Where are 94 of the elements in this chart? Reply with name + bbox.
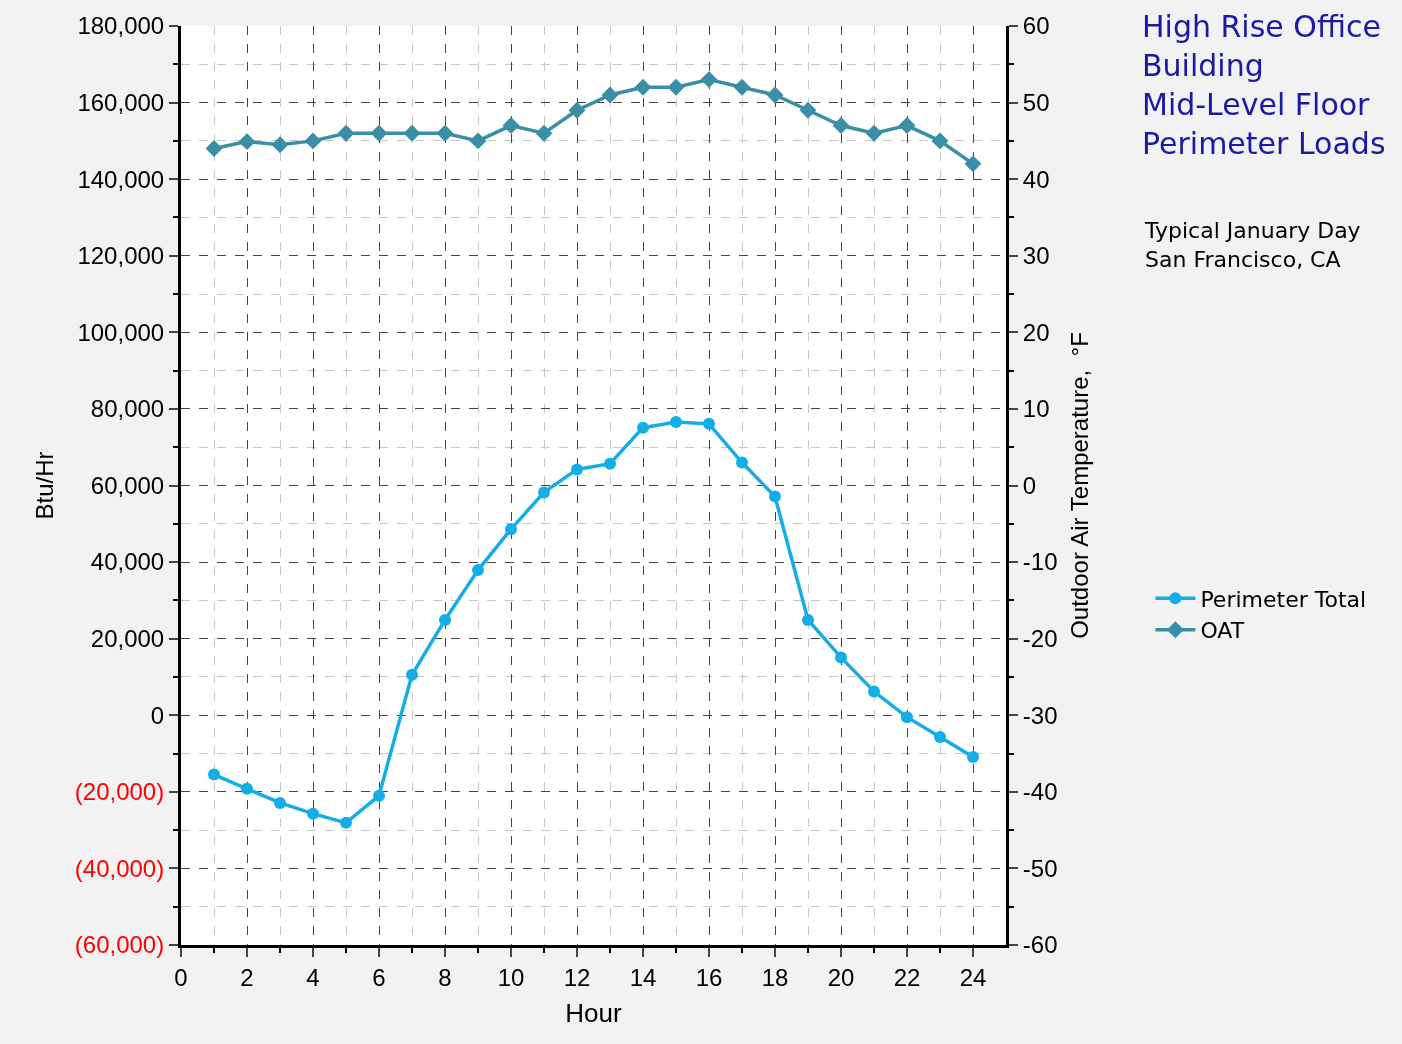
point: [703, 417, 715, 430]
y2-tick-label: 0: [1022, 471, 1037, 499]
point: [241, 782, 253, 795]
point: [274, 796, 286, 809]
point: [835, 651, 847, 664]
point: [670, 415, 682, 428]
x-tick-label: 6: [372, 963, 386, 991]
y2-tick-label: 30: [1022, 242, 1050, 270]
x-tick-label: 4: [306, 963, 320, 991]
point: [766, 86, 784, 104]
x-tick-label: 8: [438, 963, 452, 991]
y2-tick-label: -60: [1022, 931, 1058, 959]
y2-tick-label: 40: [1022, 165, 1050, 193]
y2-tick-label: -40: [1022, 778, 1058, 806]
x-tick-label: 18: [761, 963, 789, 991]
point: [538, 486, 550, 499]
point: [571, 463, 583, 476]
x-tick-label: 0: [174, 963, 188, 991]
y-tick-label: 100,000: [77, 318, 165, 346]
point: [502, 117, 520, 135]
point: [208, 768, 220, 781]
y2-tick-label: -30: [1022, 701, 1058, 729]
y-tick-label: (20,000): [74, 778, 165, 806]
point: [238, 133, 256, 151]
point: [799, 101, 817, 119]
y2-tick-label: -50: [1022, 854, 1058, 882]
point: [634, 78, 652, 96]
y2-tick-label: 20: [1022, 318, 1050, 346]
y-tick-label: 180,000: [77, 12, 165, 40]
y-axis-title: Btu/Hr: [30, 451, 58, 520]
x-tick-label: 24: [959, 963, 987, 991]
point: [934, 731, 946, 744]
x-tick-label: 10: [497, 963, 525, 991]
point: [667, 78, 685, 96]
point: [736, 456, 748, 469]
point: [637, 421, 649, 434]
point: [964, 155, 982, 173]
point: [604, 457, 616, 470]
text: Typical January Day San Francisco, CA: [1144, 218, 1361, 272]
point: [967, 750, 979, 763]
point: [472, 564, 484, 577]
point: [865, 124, 883, 142]
point: [601, 86, 619, 104]
point: [205, 140, 223, 157]
y-tick-label: 80,000: [90, 395, 165, 423]
x-tick-label: 20: [827, 963, 855, 991]
point: [406, 668, 418, 681]
y2-tick-label: 60: [1022, 12, 1050, 40]
y2-tick-label: -20: [1022, 625, 1058, 653]
point: [505, 523, 517, 536]
point: [733, 78, 751, 96]
point: [340, 816, 352, 829]
point: [700, 71, 718, 89]
point: [868, 685, 880, 698]
point: [832, 117, 850, 135]
y2-tick-label: 10: [1022, 395, 1050, 423]
point: [373, 789, 385, 802]
point: [931, 132, 949, 150]
y-tick-label: 140,000: [77, 165, 165, 193]
y-tick-label: 160,000: [77, 88, 165, 116]
point: [370, 124, 388, 142]
x-tick-label: 14: [629, 963, 657, 991]
y-tick-label: (40,000): [74, 854, 165, 882]
point: [469, 132, 487, 150]
point: [403, 124, 421, 142]
point: [568, 101, 586, 119]
point: [271, 136, 289, 154]
y-tick-label: 120,000: [77, 242, 165, 270]
point: [337, 124, 355, 142]
x-tick-label: 2: [240, 963, 254, 991]
y-tick-label: 40,000: [90, 548, 165, 576]
x-tick-label: 16: [695, 963, 723, 991]
text: High Rise Office Building Mid-Level Floor Perimeter Loads: [1142, 8, 1386, 161]
legend-label: Perimeter Total: [1200, 586, 1367, 612]
point: [898, 117, 916, 135]
point: [307, 807, 319, 820]
y2-axis-title: Outdoor Air Temperature, °F: [1065, 332, 1093, 639]
point: [439, 613, 451, 626]
point: [769, 490, 781, 503]
point: [901, 711, 913, 724]
point: [304, 132, 322, 150]
legend-label: OAT: [1200, 618, 1245, 644]
x-tick-label: 22: [893, 963, 921, 991]
y-tick-label: (60,000): [74, 931, 165, 959]
point: [535, 124, 553, 142]
point: [802, 613, 814, 626]
y-tick-label: 60,000: [90, 471, 165, 499]
y-tick-label: 20,000: [90, 625, 165, 653]
x-tick-label: 12: [563, 963, 591, 991]
point: [436, 124, 454, 142]
y-tick-label: 0: [150, 701, 165, 729]
y2-tick-label: -10: [1022, 548, 1058, 576]
y2-tick-label: 50: [1022, 88, 1050, 116]
x-axis-title: Hour: [565, 998, 623, 1029]
